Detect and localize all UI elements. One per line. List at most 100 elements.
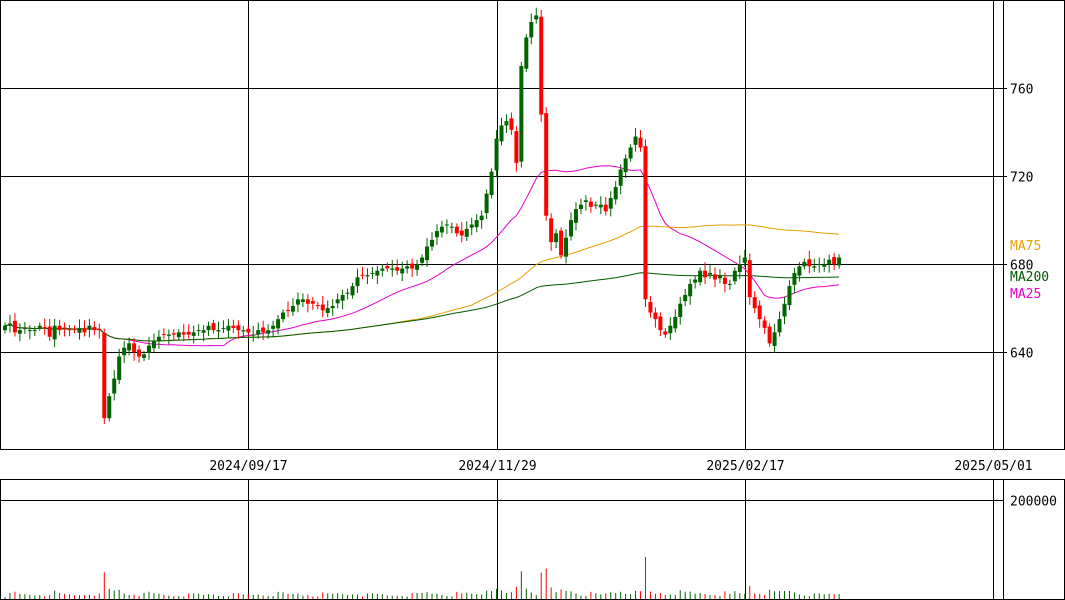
candle-body: [469, 224, 474, 228]
date-tick-label: 2024/11/29: [458, 459, 536, 474]
candle-body: [186, 331, 191, 335]
candle-body: [290, 305, 295, 312]
candle-body: [22, 327, 27, 329]
candle-body: [146, 345, 151, 354]
candle-body: [7, 323, 12, 326]
candle-body: [77, 327, 82, 333]
candle-body: [196, 330, 201, 332]
candle-body: [623, 158, 628, 173]
candle-body: [717, 275, 722, 279]
candle-body: [151, 341, 156, 349]
candle-body: [305, 299, 310, 304]
candle-body: [266, 330, 271, 334]
candle-body: [226, 325, 231, 331]
candle-body: [519, 66, 524, 162]
candle-body: [802, 261, 807, 267]
candle-body: [251, 334, 256, 336]
candle-body: [67, 329, 72, 331]
candle-body: [767, 326, 772, 344]
candle-body: [310, 301, 315, 304]
candle-body: [320, 304, 325, 311]
candle-body: [216, 330, 221, 332]
candle-body: [812, 266, 817, 268]
candle-body: [782, 303, 787, 317]
candle-body: [42, 327, 47, 329]
candle-body: [201, 330, 206, 333]
ma-legend: MA75 MA200 MA25: [1010, 239, 1049, 302]
candle-body: [246, 328, 251, 333]
candle-body: [365, 275, 370, 277]
candle-body: [693, 279, 698, 283]
candle-body: [464, 228, 469, 237]
candle-body: [444, 224, 449, 226]
candle-body: [112, 378, 117, 394]
candle-body: [355, 277, 360, 287]
candle-body: [747, 260, 752, 298]
candle-body: [171, 333, 176, 335]
candle-body: [425, 246, 430, 261]
candle-body: [47, 326, 52, 337]
candle-body: [578, 204, 583, 210]
candle-body: [117, 356, 122, 380]
candle-body: [613, 187, 618, 200]
candle-body: [415, 264, 420, 270]
candle-body: [236, 325, 241, 331]
candle-body: [107, 396, 112, 419]
candle-body: [688, 283, 693, 297]
candle-body: [484, 193, 489, 214]
candle-body: [385, 265, 390, 269]
candle-body: [72, 328, 77, 331]
candle-body: [504, 121, 509, 126]
candle-body: [633, 136, 638, 145]
candle-body: [618, 169, 623, 186]
candle-body: [643, 146, 648, 300]
candle-body: [658, 316, 663, 331]
candle-body: [454, 226, 459, 234]
candle-body: [350, 286, 355, 296]
legend-ma75: MA75: [1010, 239, 1041, 254]
candle-body: [698, 270, 703, 283]
candle-body: [742, 257, 747, 263]
candle-body: [191, 332, 196, 336]
candle-body: [807, 259, 812, 267]
price-tick-label: 680: [1010, 259, 1033, 274]
candle-body: [598, 204, 603, 208]
candle-body: [32, 330, 37, 332]
candle-body: [439, 226, 444, 233]
candle-body: [405, 266, 410, 269]
candle-body: [390, 268, 395, 270]
candle-body: [569, 220, 574, 237]
candle-body: [549, 218, 554, 243]
candle-body: [340, 294, 345, 301]
candle-body: [544, 113, 549, 216]
candle-body: [822, 264, 827, 267]
candle-body: [434, 231, 439, 238]
candle-body: [668, 325, 673, 334]
candle-body: [231, 325, 236, 328]
price-tick-label: 760: [1010, 83, 1033, 98]
candle-body: [787, 286, 792, 306]
candle-body: [837, 257, 842, 266]
date-axis-labels: 2024/09/17 2024/11/29 2025/02/17 2025/05/01: [209, 459, 1032, 474]
candlestick-series: [3, 7, 842, 425]
candle-body: [325, 308, 330, 313]
candle-body: [792, 272, 797, 285]
candle-body: [380, 268, 385, 271]
candle-body: [87, 325, 92, 330]
candle-body: [449, 226, 454, 228]
candle-body: [241, 330, 246, 332]
candle-body: [281, 312, 286, 320]
candle-body: [703, 270, 708, 278]
candle-body: [683, 294, 688, 302]
candle-body: [166, 334, 171, 336]
candle-body: [708, 272, 713, 275]
legend-ma25: MA25: [1010, 287, 1041, 302]
candle-body: [737, 264, 742, 273]
candle-body: [286, 309, 291, 311]
candle-body: [52, 325, 57, 340]
candle-body: [777, 319, 782, 333]
candle-body: [92, 327, 97, 331]
candle-body: [271, 325, 276, 329]
